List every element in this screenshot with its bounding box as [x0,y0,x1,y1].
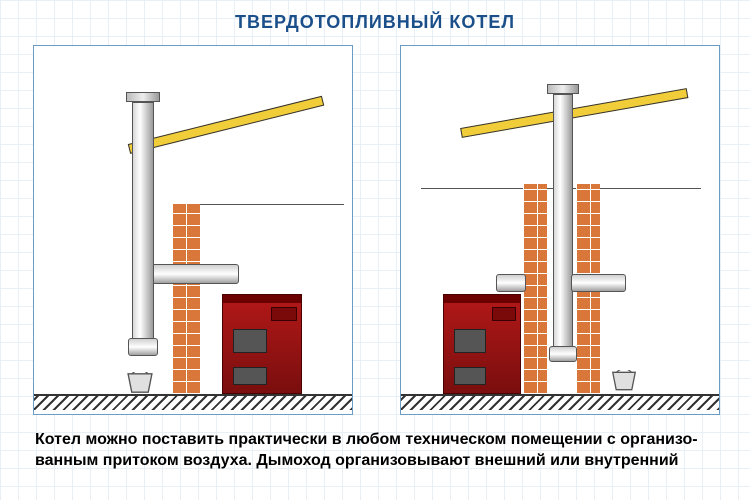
ground-hatch [34,396,352,410]
horizontal-flue [149,264,239,284]
solid-fuel-boiler [222,294,302,394]
boiler-top [223,295,301,303]
ground-hatch [401,396,719,410]
chimney-tee [549,346,577,362]
brick-wall-left [523,184,547,394]
boiler-flue-connector [496,274,526,292]
caption-line-2: ванным притоком воздуха. Дымоход организ… [35,450,715,472]
boiler-ash-door [454,367,486,385]
diagram-title: ТВЕРДОТОПЛИВНЫЙ КОТЕЛ [0,12,750,33]
boiler-fire-door [233,329,267,353]
right-config-panel [400,45,720,415]
drip-bucket-icon [126,372,154,394]
left-config-panel [33,45,353,415]
chimney-tee [128,338,158,356]
caption-line-1: Котел можно поставить практически в любо… [35,429,715,451]
boiler-control-panel [271,307,297,321]
horizontal-flue [571,274,626,292]
brick-wall [172,204,200,394]
caption-text: Котел можно поставить практически в любо… [35,429,715,472]
boiler-control-panel [492,307,516,321]
roof-board [128,96,324,154]
boiler-top [444,295,520,303]
boiler-fire-door [454,329,486,353]
chimney-cap [547,84,579,94]
solid-fuel-boiler [443,294,521,394]
chimney-pipe [132,102,154,342]
chimney-pipe [553,94,573,352]
chimney-cap [126,92,160,102]
roof-board [460,88,688,138]
boiler-ash-door [233,367,267,385]
drip-bucket-icon [611,370,637,392]
